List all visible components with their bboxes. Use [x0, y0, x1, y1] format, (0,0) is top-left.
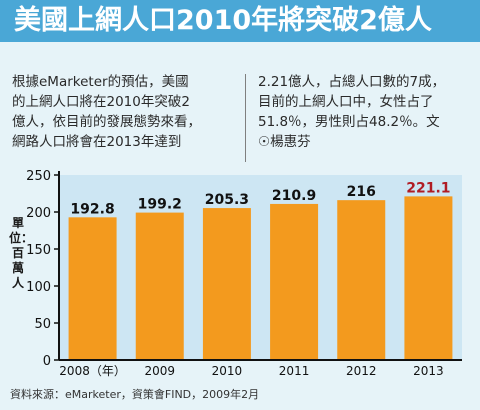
y-axis-label: 單位：百萬人 — [9, 216, 34, 290]
y-tick-label: 250 — [26, 169, 51, 184]
intro-right-line: 2.21億人，占總人口數的7成， — [258, 74, 446, 90]
chart-svg: 0 50 100 150 200 250 192.8 2008（年） 199.2 2009 205.… — [26, 169, 462, 378]
x-tick-label: 2011 — [279, 364, 310, 378]
x-tick-label: 2008（年） — [59, 364, 126, 378]
bar-chart: 0 50 100 150 200 250 192.8 2008（年） 199.2 2009 205.… — [0, 164, 480, 384]
intro-right-line: 51.8％，男性則占48.2％。文 — [258, 114, 440, 130]
intro-left-line: 網路人口將會在2013年達到 — [12, 134, 182, 150]
x-tick-label: 2010 — [212, 364, 243, 378]
intro-left-line: 根據eMarketer的預估，美國 — [12, 74, 189, 90]
plot-area — [59, 175, 462, 360]
x-tick-label: 2009 — [144, 364, 175, 378]
y-tick-label: 150 — [26, 243, 51, 258]
y-tick-label: 200 — [26, 206, 51, 221]
x-tick-label: 2012 — [346, 364, 377, 378]
bar-value-label: 199.2 — [138, 197, 182, 213]
intro-text-left: 根據eMarketer的預估，美國 的上網人口將在2010年突破2 億人，依目前… — [12, 72, 242, 152]
title-banner: 美國上網人口2010年將突破2億人 — [0, 0, 480, 42]
bar — [68, 217, 117, 360]
bar-value-label: 216 — [347, 184, 376, 200]
bar-value-label: 192.8 — [70, 201, 114, 217]
bar — [135, 212, 184, 360]
intro-right-line: ☉楊惠芬 — [258, 134, 311, 150]
bar-value-label: 210.9 — [272, 188, 316, 204]
bar — [270, 203, 319, 360]
source-note: 資料來源：eMarketer，資策會FIND，2009年2月 — [10, 388, 260, 401]
x-tick-label: 2013 — [413, 364, 444, 378]
intro-text-right: 2.21億人，占總人口數的7成， 目前的上網人口中，女性占了 51.8％，男性則… — [258, 72, 474, 152]
bar — [202, 208, 251, 360]
intro-right-line: 目前的上網人口中，女性占了 — [258, 94, 434, 110]
bar-value-label: 221.1 — [406, 180, 450, 196]
bar — [404, 196, 453, 360]
page-title: 美國上網人口2010年將突破2億人 — [14, 5, 432, 36]
column-divider — [245, 74, 246, 162]
y-tick-label: 0 — [43, 354, 51, 369]
bar — [337, 200, 386, 360]
y-tick-label: 100 — [26, 280, 51, 295]
intro-left-line: 的上網人口將在2010年突破2 — [12, 94, 190, 110]
bar-value-label: 205.3 — [205, 192, 249, 208]
y-tick-label: 50 — [34, 317, 51, 332]
intro-left-line: 億人，依目前的發展態勢來看， — [12, 114, 201, 130]
